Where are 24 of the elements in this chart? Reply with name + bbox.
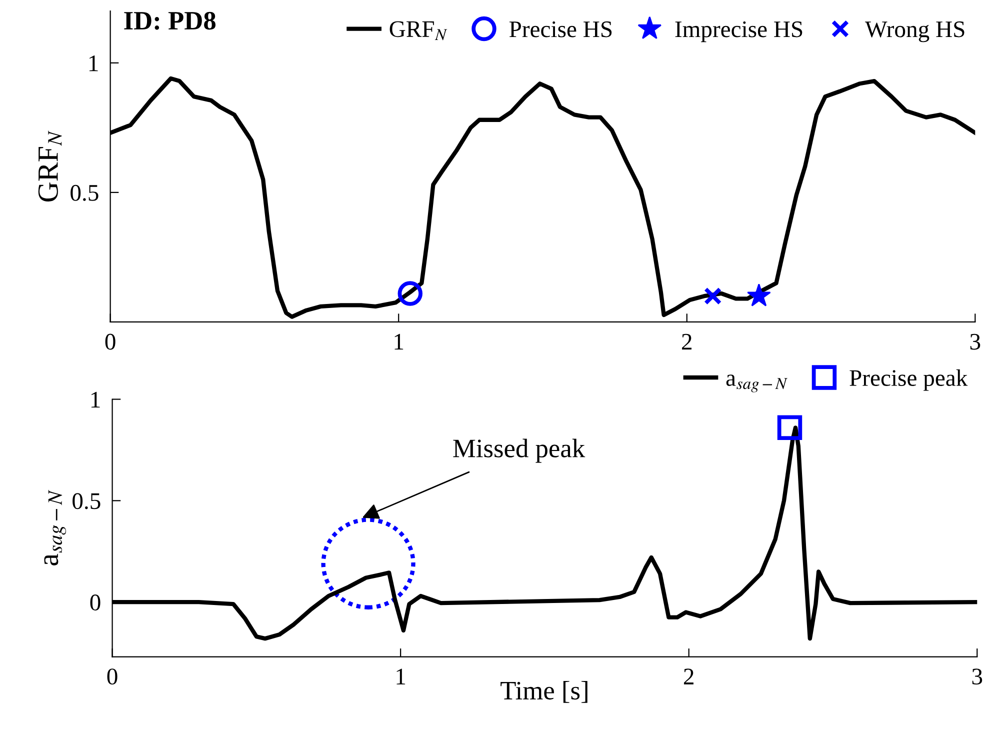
y-axis-title: a$_{sag−N}$ xyxy=(44,490,66,566)
y-tick-label: 0.5 xyxy=(70,184,98,201)
legend-label: Wrong HS xyxy=(865,21,964,42)
y-tick-label: 0.5 xyxy=(72,493,100,510)
x-tick-label: 1 xyxy=(394,334,404,350)
y-tick-label: 1 xyxy=(89,55,98,72)
x-tick-label: 2 xyxy=(682,334,692,350)
x-tick-label: 3 xyxy=(972,668,982,685)
legend-label: a$_{sag−N}$ xyxy=(726,374,788,392)
legend-label: Precise peak xyxy=(850,369,968,391)
legend-label: Precise HS xyxy=(509,21,612,38)
x-tick-label: 3 xyxy=(970,334,980,350)
y-tick-label: 1 xyxy=(91,392,100,408)
legend-label: GRF$_{N}$ xyxy=(390,21,448,40)
annotation: Missed peak xyxy=(453,438,586,463)
x-tick-label: 0 xyxy=(107,668,118,685)
y-tick-label: 0 xyxy=(90,594,100,610)
y-axis-title: GRF$_{N}$ xyxy=(38,130,62,202)
x-tick-label: 0 xyxy=(105,334,116,350)
x-tick-label: 1 xyxy=(396,668,406,684)
x-axis-title: Time [s] xyxy=(500,681,588,703)
x-tick-label: 2 xyxy=(684,668,694,684)
chart-title: ID: PD8 xyxy=(124,12,216,30)
legend-label: Imprecise HS xyxy=(675,21,802,42)
